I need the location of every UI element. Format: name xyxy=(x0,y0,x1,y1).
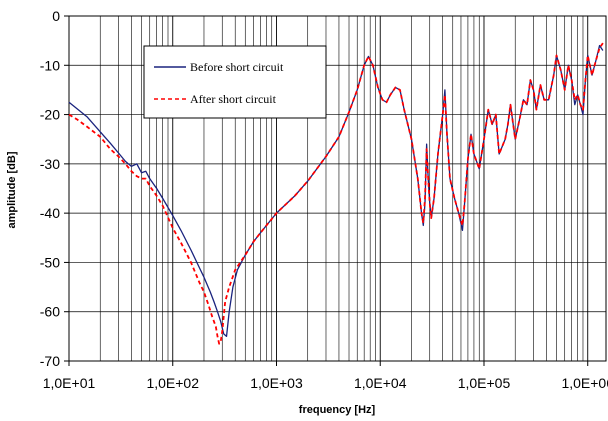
x-axis-ticks: 1,0E+01 1,0E+02 1,0E+03 1,0E+04 1,0E+05 1,0E+… xyxy=(43,361,608,391)
y-tick-label: -60 xyxy=(40,304,60,320)
y-tick-label: -10 xyxy=(40,57,60,73)
x-tick-label: 1,0E+03 xyxy=(250,375,303,391)
y-axis-ticks: 0 -10 -20 -30 -40 -50 -60 -70 xyxy=(40,8,69,369)
y-tick-label: 0 xyxy=(52,8,60,24)
x-tick-label: 1,0E+05 xyxy=(458,375,511,391)
y-tick-label: -40 xyxy=(40,205,60,221)
legend: Before short circuit After short circuit xyxy=(143,45,327,119)
y-tick-label: -30 xyxy=(40,156,60,172)
series-line-after xyxy=(68,42,604,345)
legend-label-after: After short circuit xyxy=(190,92,277,106)
y-tick-label: -70 xyxy=(40,353,60,369)
y-tick-label: -20 xyxy=(40,107,60,123)
legend-label-before: Before short circuit xyxy=(190,60,284,74)
x-tick-label: 1,0E+04 xyxy=(354,375,407,391)
series-layer xyxy=(68,42,604,345)
x-axis-title: frequency [Hz] xyxy=(299,404,376,416)
x-tick-label: 1,0E+02 xyxy=(146,375,199,391)
y-axis-title: amplitude [dB] xyxy=(6,151,18,228)
x-tick-label: 1,0E+01 xyxy=(43,375,96,391)
x-tick-label: 1,0E+06 xyxy=(561,375,608,391)
legend-box xyxy=(143,45,327,119)
plot-area xyxy=(68,15,607,362)
y-tick-label: -50 xyxy=(40,254,60,270)
